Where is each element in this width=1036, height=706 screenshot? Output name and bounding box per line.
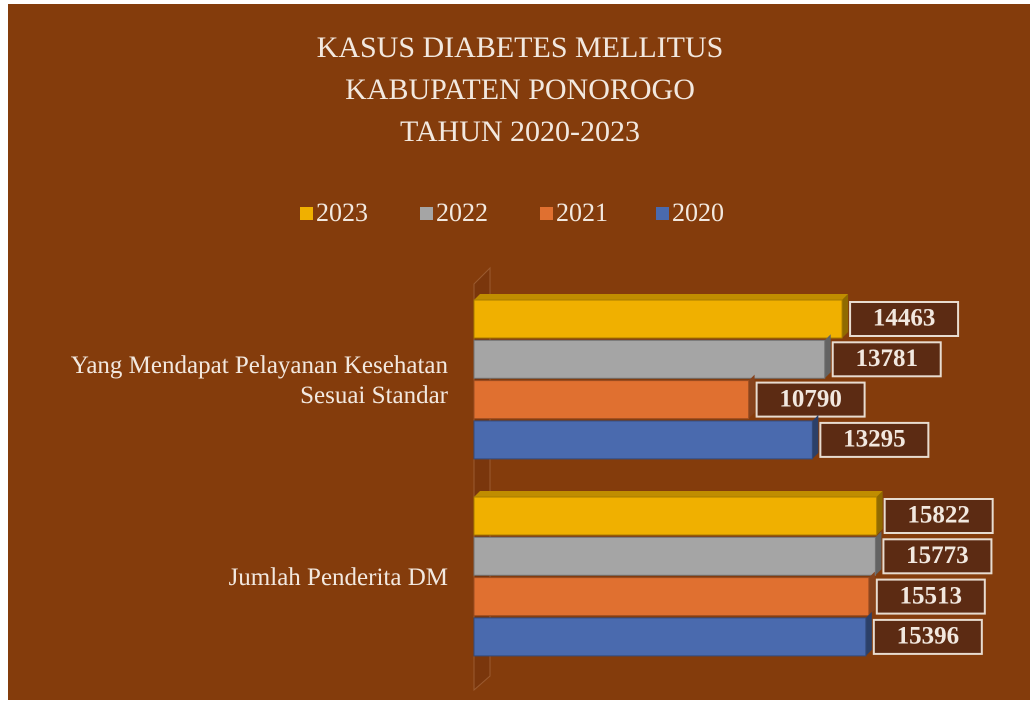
data-label-box: [882, 538, 993, 575]
bar-front: [473, 420, 813, 460]
legend-label: 2020: [672, 198, 724, 227]
bar-front: [473, 496, 878, 536]
legend-label: 2022: [436, 198, 488, 227]
bar: [473, 294, 849, 339]
bar-side: [875, 531, 882, 576]
data-label: 10790: [779, 385, 842, 412]
data-label: 13781: [855, 345, 918, 372]
category-label-text: Yang Mendapat Pelayanan Kesehatan Sesuai…: [70, 351, 448, 409]
bar-front: [473, 380, 750, 420]
category-label: Yang Mendapat Pelayanan Kesehatan Sesuai…: [70, 351, 448, 409]
chart-title: KASUS DIABETES MELLITUS: [317, 31, 724, 64]
legend-label: 2021: [556, 198, 608, 227]
bar-side: [748, 374, 755, 419]
chart-title: TAHUN 2020-2023: [400, 115, 640, 148]
bar-top: [474, 491, 883, 497]
data-label-box: [819, 421, 930, 458]
bar-front: [473, 577, 870, 617]
category-label: Jumlah Penderita DM: [228, 563, 448, 591]
bar-front: [473, 536, 876, 576]
bar: [473, 611, 872, 657]
legend-swatch: [540, 207, 553, 220]
bar-side: [812, 414, 819, 459]
bar-side: [876, 491, 883, 535]
bar-front: [473, 617, 867, 657]
bar-front: [473, 299, 843, 339]
data-label-box: [755, 381, 866, 418]
data-label: 15513: [900, 582, 963, 609]
data-label: 15396: [897, 623, 960, 650]
category-label-text: Jumlah Penderita DM: [228, 563, 448, 591]
bar: [473, 414, 819, 460]
legend-swatch: [656, 207, 669, 220]
bar: [473, 491, 883, 536]
data-label: 14463: [873, 305, 936, 332]
data-label-box: [872, 618, 983, 655]
data-label: 15822: [907, 502, 970, 529]
legend-swatch: [420, 207, 433, 220]
data-label: 15773: [906, 542, 969, 569]
bar-side: [868, 571, 875, 616]
bar-front: [473, 339, 826, 379]
data-label-box: [831, 341, 942, 378]
bar-side: [824, 334, 831, 379]
bar-side: [842, 294, 849, 338]
bar-side: [865, 611, 872, 656]
data-label-box: [875, 578, 986, 615]
chart-title: KABUPATEN PONOROGO: [345, 73, 695, 106]
bar: [473, 571, 875, 617]
bar-top: [474, 294, 849, 300]
data-label-box: [883, 498, 994, 534]
data-label-box: [849, 301, 960, 337]
data-label: 13295: [843, 426, 906, 453]
bar: [473, 531, 882, 576]
bar: [473, 334, 831, 379]
legend-label: 2023: [316, 198, 368, 227]
legend-swatch: [300, 207, 313, 220]
bar: [473, 374, 755, 420]
